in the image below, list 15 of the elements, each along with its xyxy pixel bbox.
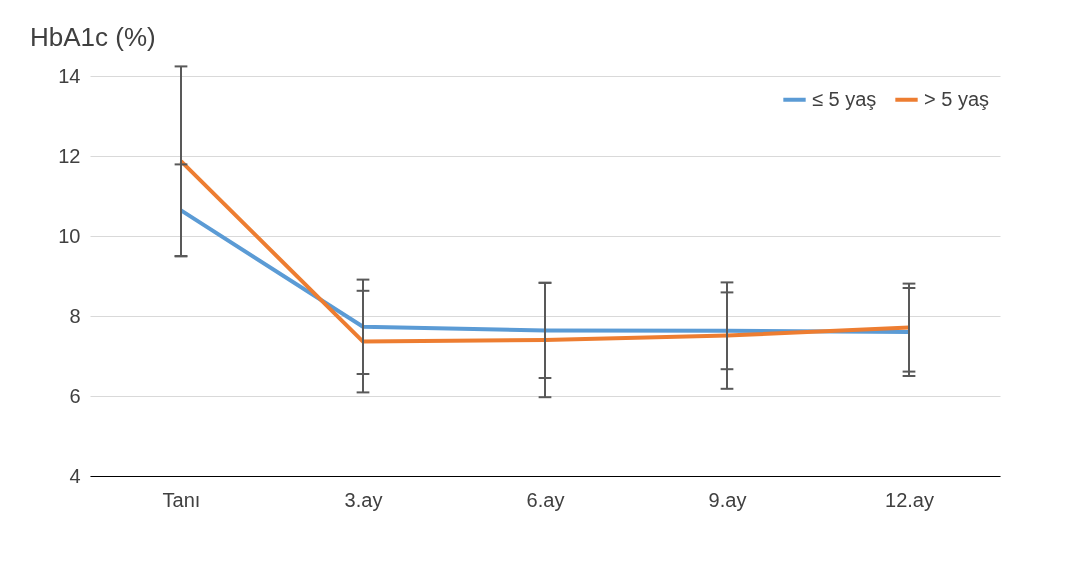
x-tick-label: Tanı — [162, 488, 201, 511]
line-series — [179, 159, 911, 344]
y-tick-label: 12 — [58, 144, 81, 167]
legend-label: ≤ 5 yaş — [812, 87, 877, 110]
chart-title: HbA1c (%) — [30, 22, 156, 53]
y-tick-label: 4 — [69, 464, 81, 487]
x-tick-label: 12.ay — [885, 488, 934, 511]
legend-label: > 5 yaş — [924, 87, 990, 110]
x-tick-label: 6.ay — [526, 488, 565, 511]
x-tick-label: 3.ay — [344, 488, 383, 511]
x-tick-label: 9.ay — [708, 488, 747, 511]
y-tick-label: 14 — [58, 64, 81, 87]
y-tick-label: 6 — [69, 384, 81, 407]
y-tick-label: 8 — [69, 304, 81, 327]
y-tick-label: 10 — [58, 224, 81, 247]
